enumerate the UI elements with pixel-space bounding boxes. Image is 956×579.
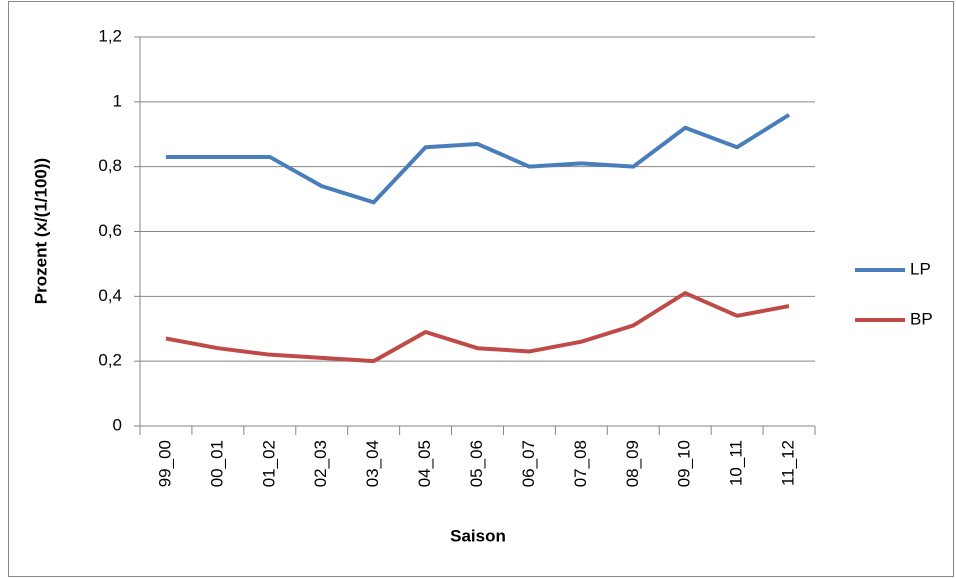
y-tick-label: 0,2 xyxy=(98,351,122,370)
x-tick-label: 99_00 xyxy=(155,440,174,487)
x-tick-label: 10_11 xyxy=(727,440,746,486)
legend-label: LP xyxy=(910,259,931,278)
y-tick-label: 0 xyxy=(113,415,122,434)
series-line xyxy=(165,113,791,205)
y-tick-label: 0,4 xyxy=(98,286,122,305)
x-tick-label: 02_03 xyxy=(311,440,330,487)
legend-label: BP xyxy=(910,309,933,328)
y-tick-label: 0,8 xyxy=(98,156,122,175)
x-tick-label: 11_12 xyxy=(779,440,798,486)
x-tick-label: 06_07 xyxy=(519,440,538,487)
x-tick-label: 03_04 xyxy=(363,440,382,487)
x-axis-title: Saison xyxy=(450,526,506,545)
series-line xyxy=(165,291,790,364)
x-tick-label: 01_02 xyxy=(259,440,278,487)
x-tick-label: 04_05 xyxy=(415,440,434,487)
x-tick-label: 07_08 xyxy=(571,440,590,487)
chart-border xyxy=(8,1,954,577)
y-tick-label: 0,6 xyxy=(98,221,122,240)
y-axis-title: Prozent (x/(1/100)) xyxy=(31,158,50,304)
y-tick-label: 1,2 xyxy=(98,26,122,45)
x-tick-label: 00_01 xyxy=(207,440,226,487)
x-tick-label: 05_06 xyxy=(467,440,486,487)
x-tick-label: 09_10 xyxy=(675,440,694,487)
y-tick-label: 1 xyxy=(113,91,122,110)
x-tick-label: 08_09 xyxy=(623,440,642,487)
